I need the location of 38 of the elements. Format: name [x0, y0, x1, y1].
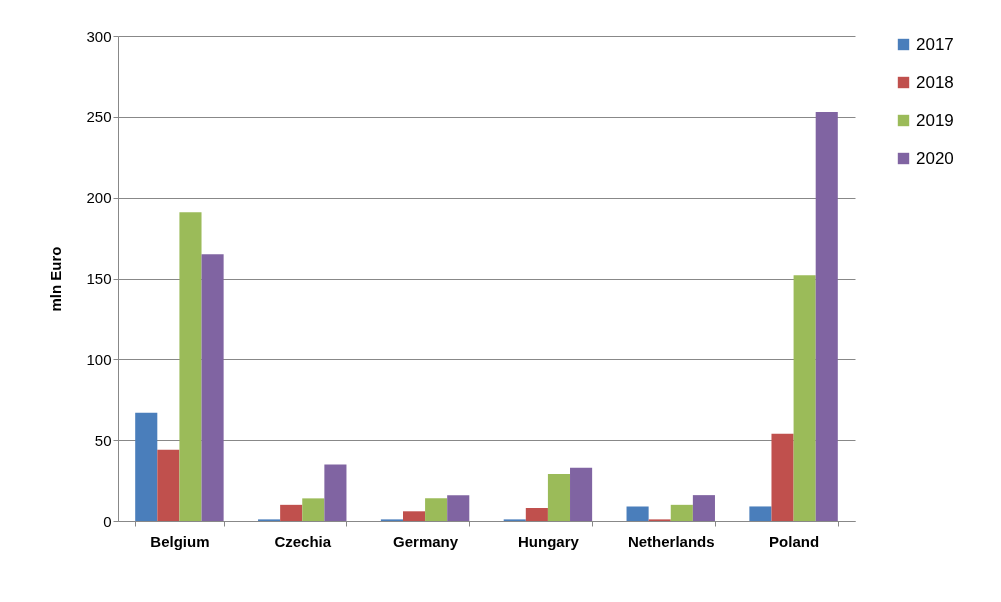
legend-label: 2020 [916, 148, 954, 168]
x-tick-label: Belgium [150, 532, 210, 550]
x-tick-label: Netherlands [627, 532, 715, 550]
legend-label: 2018 [916, 72, 954, 92]
bar [815, 111, 838, 521]
y-tick-label: 300 [86, 27, 112, 45]
bar [749, 506, 772, 521]
bar [626, 506, 649, 521]
bar [570, 467, 593, 521]
bar [425, 498, 448, 521]
x-tick-label: Hungary [517, 532, 580, 550]
bar [692, 495, 715, 521]
bar [179, 212, 202, 521]
y-tick-label: 100 [86, 350, 112, 368]
y-tick-label: 50 [94, 431, 112, 449]
bar [447, 495, 470, 521]
bar [324, 464, 347, 521]
bar [402, 511, 426, 521]
x-tick-label: Poland [769, 532, 820, 550]
bar [525, 508, 548, 521]
y-axis-title: mln Euro [47, 246, 65, 312]
bar [157, 449, 180, 521]
x-tick-label: Germany [393, 532, 459, 550]
y-tick-label: 250 [86, 108, 112, 126]
y-tick-label: 200 [86, 189, 112, 207]
bar [135, 412, 158, 521]
y-tick-label: 150 [86, 270, 112, 287]
legend-label: 2019 [916, 110, 954, 130]
x-tick-label: Czechia [274, 532, 332, 550]
bar [280, 504, 303, 521]
bar [771, 433, 794, 521]
bar [547, 474, 571, 521]
bar [793, 275, 816, 521]
bar [201, 254, 224, 521]
legend-label: 2017 [916, 34, 954, 54]
y-tick-label: 0 [103, 512, 112, 530]
bar [302, 498, 325, 521]
bar [670, 504, 693, 521]
